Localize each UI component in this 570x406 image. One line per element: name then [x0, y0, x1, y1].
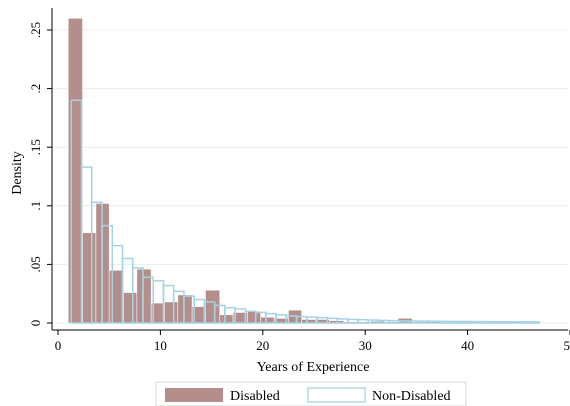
bar-disabled: [219, 314, 234, 324]
x-tick-label: 0: [55, 338, 62, 353]
y-tick-label: .05: [28, 256, 43, 272]
x-axis-title: Years of Experience: [257, 360, 370, 375]
bar-non-disabled: [469, 320, 482, 324]
y-tick-label: .25: [28, 22, 43, 38]
legend-swatch-non-disabled: [307, 387, 366, 403]
y-tick-label: .2: [28, 84, 43, 94]
series-non-disabled: [70, 99, 541, 324]
legend-label-non-disabled: Non-Disabled: [372, 389, 451, 404]
series-disabled: [67, 17, 488, 324]
bar-non-disabled: [480, 320, 492, 324]
y-axis-title: Density: [10, 151, 25, 195]
y-axis-ticks: 0 .05 .1 .15 .2 .25: [28, 22, 52, 326]
bar-disabled: [67, 17, 83, 324]
x-tick-label: 20: [256, 338, 269, 353]
bar-disabled: [164, 301, 179, 324]
bar-disabled: [177, 294, 193, 324]
bar-non-disabled: [490, 320, 503, 324]
x-axis-ticks: 0 10 20 30 40 50: [55, 330, 570, 353]
x-tick-label: 50: [564, 338, 570, 353]
y-tick-label: 0: [28, 320, 43, 327]
bar-non-disabled: [531, 321, 541, 324]
bar-disabled: [123, 292, 138, 324]
bar-non-disabled: [521, 321, 533, 324]
y-tick-label: .15: [28, 139, 43, 155]
bar-disabled: [82, 232, 97, 324]
legend-swatch-disabled: [165, 388, 223, 402]
x-tick-label: 40: [461, 338, 474, 353]
legend: Disabled Non-Disabled: [155, 381, 467, 406]
legend-label-disabled: Disabled: [230, 389, 280, 404]
x-tick-label: 10: [154, 338, 167, 353]
axes: [51, 8, 568, 331]
x-tick-label: 30: [359, 338, 372, 353]
y-tick-label: .1: [28, 201, 43, 211]
bar-non-disabled: [510, 321, 523, 324]
bar-non-disabled: [500, 320, 513, 324]
bar-disabled: [205, 289, 221, 324]
bar-disabled: [260, 316, 275, 324]
bar-disabled: [108, 269, 124, 324]
